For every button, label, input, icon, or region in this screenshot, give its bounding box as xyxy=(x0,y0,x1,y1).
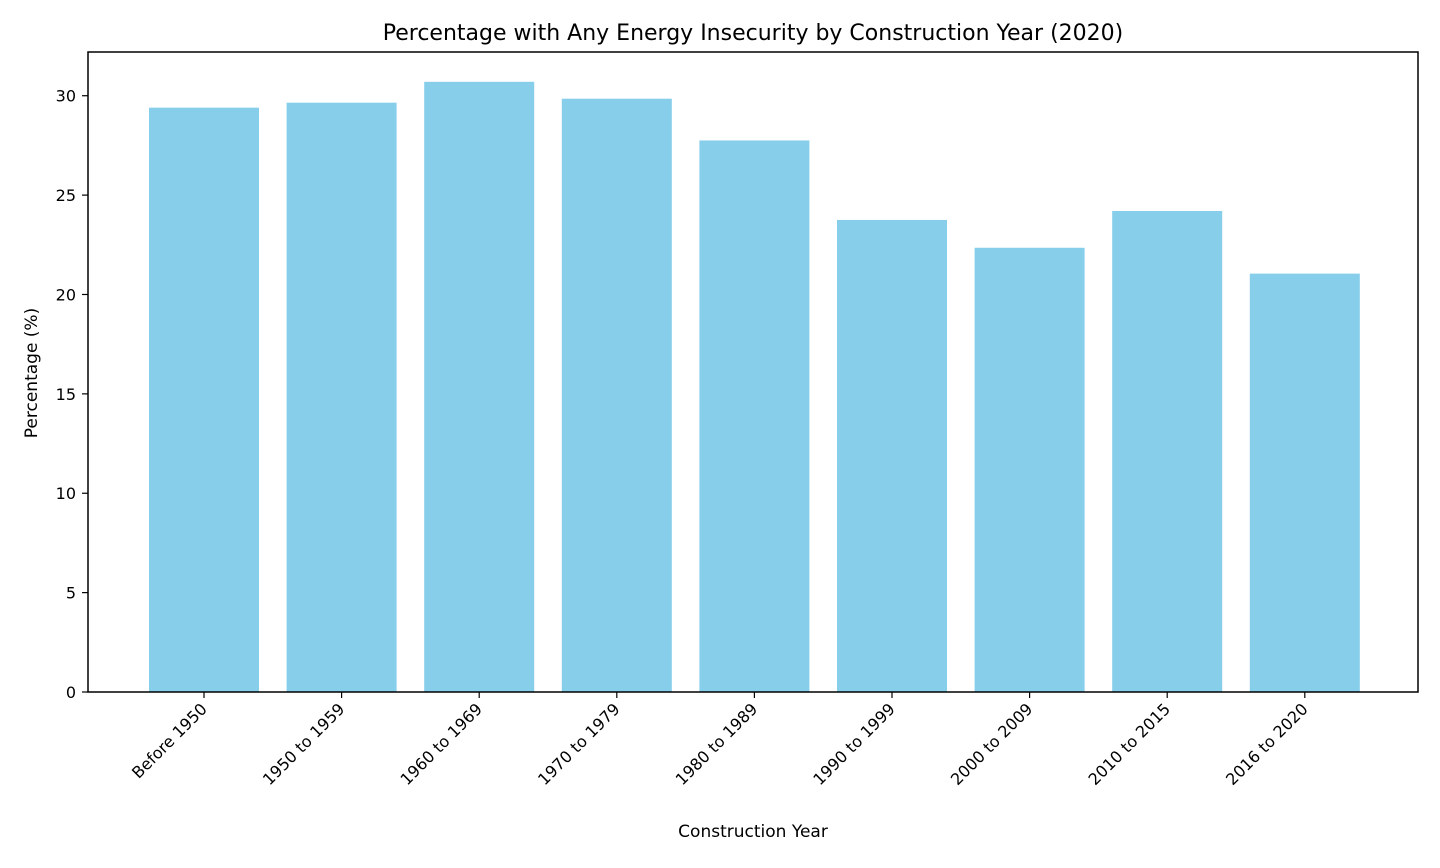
x-axis-label: Construction Year xyxy=(678,822,828,842)
y-tick-label-3: 15 xyxy=(56,385,76,404)
x-tick-label-5: 1990 to 1999 xyxy=(809,699,899,789)
y-tick-label-5: 25 xyxy=(56,186,76,205)
bar-4 xyxy=(699,140,810,692)
x-tick-label-4: 1980 to 1989 xyxy=(672,699,762,789)
y-axis-label: Percentage (%) xyxy=(22,308,42,438)
bars-layer xyxy=(149,81,1360,693)
x-tick-label-7: 2010 to 2015 xyxy=(1084,699,1174,789)
x-axis-ticks: Before 1950 1950 to 1959 1960 to 1969 1970 … xyxy=(128,692,1312,789)
x-tick-label-6: 2000 to 2009 xyxy=(947,699,1037,789)
bar-2 xyxy=(424,81,535,693)
y-tick-label-6: 30 xyxy=(56,87,76,106)
y-tick-label-2: 10 xyxy=(56,484,76,503)
bar-7 xyxy=(1112,211,1223,692)
y-tick-label-4: 20 xyxy=(56,285,76,304)
x-tick-label-8: 2016 to 2020 xyxy=(1222,699,1312,789)
bar-6 xyxy=(974,247,1085,692)
bar-3 xyxy=(561,98,672,693)
x-tick-label-2: 1960 to 1969 xyxy=(396,699,486,789)
chart-title: Percentage with Any Energy Insecurity by… xyxy=(383,21,1123,46)
bar-1 xyxy=(286,102,397,692)
bar-8 xyxy=(1249,273,1360,692)
x-tick-label-3: 1970 to 1979 xyxy=(534,699,624,789)
y-tick-label-0: 0 xyxy=(66,683,76,702)
plot-frame xyxy=(87,51,1419,693)
x-tick-label-1: 1950 to 1959 xyxy=(259,699,349,789)
y-tick-label-1: 5 xyxy=(66,584,76,603)
x-tick-label-0: Before 1950 xyxy=(128,699,211,782)
bar-5 xyxy=(837,219,947,692)
y-axis-ticks: 0 5 10 15 20 25 30 xyxy=(56,87,88,702)
bar-0 xyxy=(149,107,259,693)
